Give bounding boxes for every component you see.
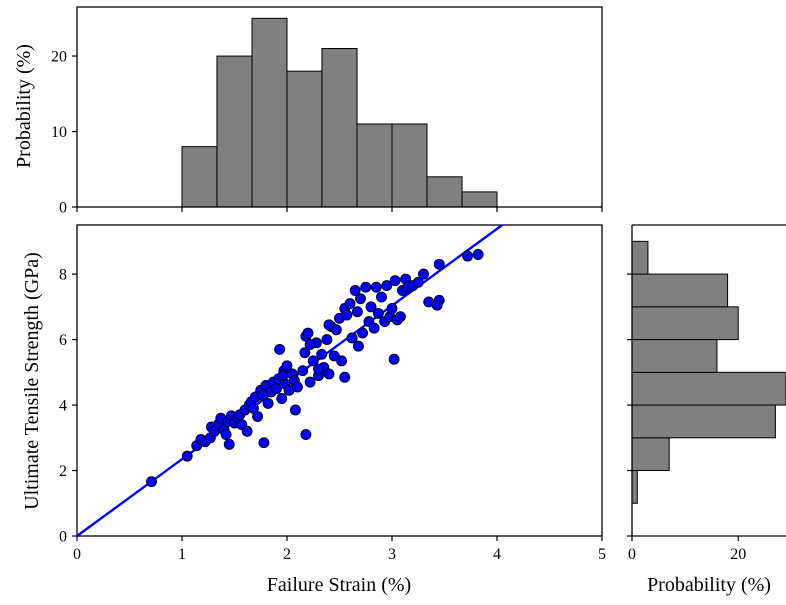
- strength-histogram: 0 20: [628, 224, 786, 563]
- data-point: [344, 298, 356, 310]
- top-hist-y-tick-label: 0: [59, 200, 67, 217]
- data-point: [394, 311, 406, 323]
- histogram-bar: [286, 70, 323, 208]
- data-point: [412, 276, 424, 288]
- y-tick-label: 8: [59, 267, 67, 284]
- histogram-bar: [181, 146, 218, 208]
- histogram-bar: [631, 404, 776, 439]
- data-point: [262, 397, 274, 409]
- data-point: [274, 343, 286, 355]
- data-point: [418, 268, 429, 280]
- data-point: [372, 307, 384, 319]
- histogram-bar: [631, 437, 670, 472]
- x-tick-label: 2: [283, 546, 291, 563]
- histogram-bar: [321, 48, 358, 208]
- y-tick-label: 2: [59, 463, 67, 480]
- strain-histogram: 0 10 20: [51, 6, 603, 217]
- data-point: [292, 381, 303, 393]
- data-point: [241, 425, 253, 437]
- data-point: [321, 334, 333, 346]
- data-point: [252, 411, 264, 422]
- data-point: [462, 250, 474, 262]
- histogram-bar: [426, 176, 463, 208]
- data-point: [352, 340, 364, 352]
- x-tick-label: 1: [178, 546, 186, 563]
- x-tick-label: 3: [388, 546, 396, 563]
- data-point: [431, 299, 443, 311]
- y-tick-label: 6: [59, 332, 67, 349]
- histogram-bar: [631, 306, 739, 341]
- data-point: [313, 363, 324, 375]
- y-axis-title: Ultimate Tensile Strength (GPa): [21, 252, 43, 510]
- data-point: [146, 476, 158, 488]
- data-point: [355, 293, 366, 305]
- data-point: [299, 347, 311, 359]
- top-hist-y-tick-label: 10: [51, 124, 67, 141]
- data-point: [351, 306, 363, 318]
- data-point: [346, 332, 358, 344]
- scatter-plot: 0 1 2 3 4 5 0 2 4 6 8: [59, 207, 632, 563]
- data-point: [302, 327, 314, 339]
- data-point: [300, 429, 312, 440]
- data-point: [339, 371, 351, 383]
- right-hist-x-tick-label: 20: [730, 546, 746, 563]
- x-tick-label: 0: [73, 546, 81, 563]
- data-point: [181, 450, 193, 462]
- data-point: [370, 281, 382, 293]
- data-point: [258, 437, 270, 449]
- histogram-bar: [631, 470, 638, 504]
- histogram-bar: [216, 55, 253, 208]
- histogram-bar: [251, 17, 288, 208]
- data-point: [365, 301, 377, 313]
- data-point: [223, 438, 235, 450]
- data-point: [433, 258, 445, 270]
- x-axis-title: Failure Strain (%): [267, 574, 411, 596]
- y-tick-label: 0: [59, 529, 67, 546]
- data-point: [368, 322, 380, 334]
- histogram-bar: [356, 123, 393, 208]
- data-point: [307, 355, 319, 367]
- data-point: [360, 281, 372, 293]
- histogram-bar: [461, 191, 498, 208]
- data-point: [220, 429, 232, 440]
- data-point: [289, 404, 301, 416]
- scatter-frame: [76, 224, 603, 537]
- top-histogram-frame: [76, 6, 603, 208]
- data-point: [376, 291, 387, 303]
- histogram-bar: [631, 339, 718, 373]
- data-point: [316, 348, 328, 360]
- y-tick-label: 4: [59, 398, 67, 415]
- data-point: [357, 327, 369, 339]
- data-point: [472, 249, 484, 260]
- data-point: [349, 285, 361, 296]
- top-hist-y-tick-label: 20: [51, 49, 67, 66]
- data-point: [388, 353, 400, 365]
- data-point: [304, 339, 316, 350]
- histogram-bar: [391, 123, 428, 208]
- x-tick-label: 4: [493, 546, 501, 563]
- data-point: [389, 275, 401, 287]
- data-point: [323, 368, 335, 380]
- data-point: [277, 370, 289, 382]
- top-histogram-y-title: Probability (%): [13, 44, 35, 168]
- data-point: [336, 355, 348, 367]
- data-point: [323, 319, 335, 331]
- data-point: [341, 309, 353, 321]
- right-histogram-x-title: Probability (%): [647, 574, 771, 596]
- histogram-bar: [631, 371, 786, 406]
- data-point: [304, 376, 316, 388]
- right-hist-x-tick-label: 0: [628, 546, 636, 563]
- histogram-bar: [631, 273, 729, 308]
- data-point: [297, 365, 309, 377]
- data-point: [386, 303, 398, 314]
- data-point: [281, 360, 293, 372]
- data-point: [381, 280, 393, 292]
- x-tick-label: 5: [598, 546, 606, 563]
- histogram-bar: [631, 240, 649, 275]
- data-point: [276, 393, 288, 404]
